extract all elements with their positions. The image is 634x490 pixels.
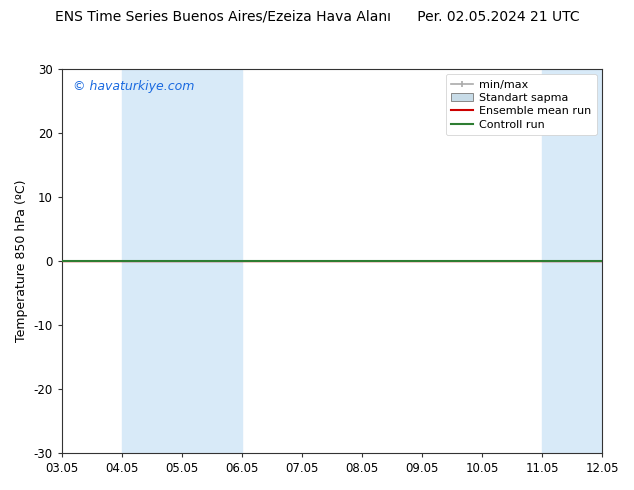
Y-axis label: Temperature 850 hPa (ºC): Temperature 850 hPa (ºC) [15,179,28,342]
Bar [542,69,634,453]
Text: © havaturkiye.com: © havaturkiye.com [73,80,194,93]
Text: ENS Time Series Buenos Aires/Ezeiza Hava Alanı      Per. 02.05.2024 21 UTC: ENS Time Series Buenos Aires/Ezeiza Hava… [55,10,579,24]
Legend: min/max, Standart sapma, Ensemble mean run, Controll run: min/max, Standart sapma, Ensemble mean r… [446,74,597,135]
Bar [122,69,242,453]
